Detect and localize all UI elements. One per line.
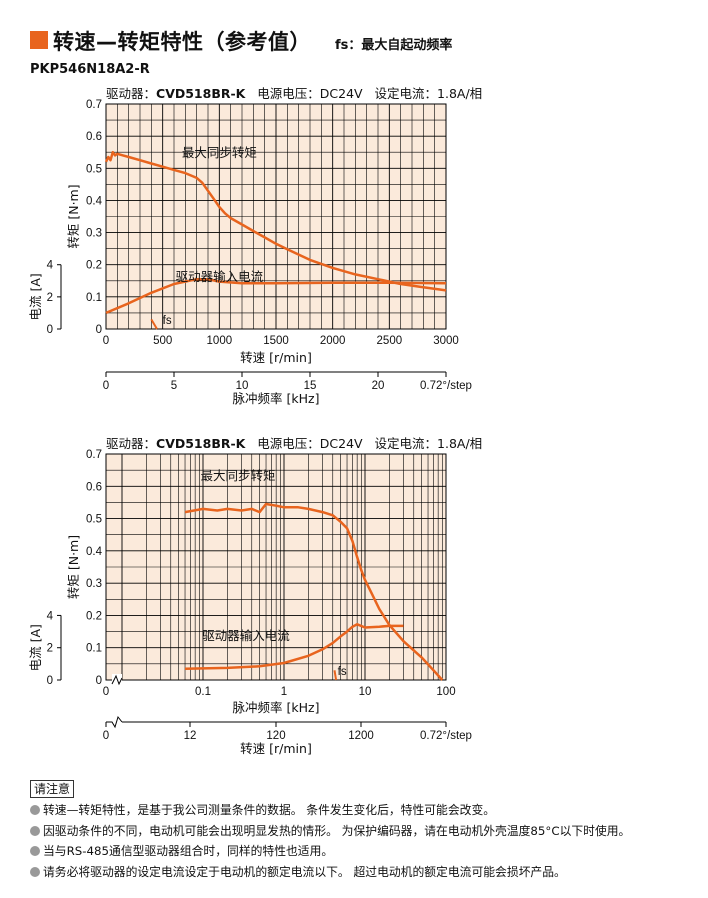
current-tick-label: 2 <box>47 292 53 304</box>
secondary-axis-label: 脉冲频率 [kHz] <box>233 391 320 406</box>
current-label: 设定电流： <box>374 436 438 451</box>
y-tick-label: 0.2 <box>86 260 102 272</box>
x-tick-label: 1000 <box>207 335 233 347</box>
current-tick-label: 2 <box>47 643 53 655</box>
x-tick-label: 3000 <box>433 335 459 347</box>
x-tick-label: 0 <box>103 335 109 347</box>
axis-break-mark <box>111 674 123 686</box>
title-marker <box>30 31 48 49</box>
current-tick-label: 0 <box>47 675 53 687</box>
driver-model: CVD518BR-K <box>156 86 246 101</box>
x-tick-label: 0 <box>103 686 109 698</box>
axis-break-mark <box>106 715 123 729</box>
secondary-axis-label: 转速 [r/min] <box>240 741 312 756</box>
torque-curve-label: 最大同步转矩 <box>182 145 257 160</box>
driver-label: 驱动器： <box>106 86 157 101</box>
secondary-tick-label: 0 <box>103 380 109 392</box>
y-tick-label: 0 <box>96 324 102 336</box>
secondary-tick-label: 10 <box>236 380 249 392</box>
model-number: PKP546N18A2-R <box>30 62 150 77</box>
y-tick-label: 0.7 <box>86 99 102 111</box>
y-tick-label: 0.1 <box>86 292 102 304</box>
current-tick-label: 0 <box>47 324 53 336</box>
notes-title: 请注意 <box>30 780 75 798</box>
note-item: 转速—转矩特性，是基于我公司测量条件的数据。 条件发生变化后，特性可能会改变。 <box>30 800 630 821</box>
x-tick-label: 10 <box>359 686 372 698</box>
current-tick-label: 4 <box>47 610 54 622</box>
set-current: 1.8A/相 <box>437 86 483 101</box>
y-axis-label: 转矩 [N·m] <box>66 535 81 599</box>
conditions-top: 驱动器：CVD518BR-K 电源电压：DC24V 设定电流：1.8A/相 <box>106 83 482 102</box>
y-tick-label: 0.5 <box>86 163 102 175</box>
x-axis-label: 转速 [r/min] <box>240 350 312 365</box>
page-title: 转速—转矩特性（参考值） <box>53 30 311 54</box>
charts-svg: 00.10.20.30.40.50.60.70 500 1000 1500 2000 25… <box>28 99 472 756</box>
y-tick-label: 0.6 <box>86 481 102 493</box>
notes-list: 转速—转矩特性，是基于我公司测量条件的数据。 条件发生变化后，特性可能会改变。 … <box>30 800 630 882</box>
y-tick-label: 0.4 <box>86 195 103 207</box>
supply-voltage: 电源电压：DC24V <box>257 436 363 451</box>
step-label: 0.72°/step <box>420 730 472 742</box>
y-tick-label: 0.7 <box>86 449 102 461</box>
secondary-tick-label: 15 <box>304 380 317 392</box>
note-item: 当与RS-485通信型驱动器组合时，同样的特性也适用。 <box>30 841 630 862</box>
y-tick-label: 0 <box>96 675 102 687</box>
secondary-tick-label: 120 <box>266 730 285 742</box>
set-current: 1.8A/相 <box>437 436 483 451</box>
bullet-icon <box>30 825 40 836</box>
secondary-tick-label: 0 <box>103 730 109 742</box>
fs-mark <box>333 670 338 681</box>
y-tick-label: 0.3 <box>86 578 102 590</box>
conditions-bottom: 驱动器：CVD518BR-K 电源电压：DC24V 设定电流：1.8A/相 <box>106 433 482 452</box>
x-axis-label: 脉冲频率 [kHz] <box>233 700 320 715</box>
driver-label: 驱动器： <box>106 436 157 451</box>
note-item: 请务必将驱动器的设定电流设定于电动机的额定电流以下。 超过电动机的额定电流可能会… <box>30 862 630 883</box>
fs-mark <box>150 318 158 330</box>
y-tick-label: 0.3 <box>86 228 102 240</box>
secondary-tick-label: 1200 <box>348 730 374 742</box>
bullet-icon <box>30 805 40 815</box>
current-curve-label: 驱动器输入电流 <box>176 269 264 284</box>
y-tick-label: 0.6 <box>86 131 102 143</box>
fs-note: fs：最大自起动频率 <box>335 38 453 53</box>
supply-voltage: 电源电压：DC24V <box>257 86 363 101</box>
note-item: 因驱动条件的不同，电动机可能会出现明显发热的情形。 为保护编码器，请在电动机外壳… <box>30 821 630 842</box>
driver-model: CVD518BR-K <box>156 436 246 451</box>
x-tick-label: 2000 <box>320 335 346 347</box>
current-curve <box>105 277 447 315</box>
y-tick-label: 0.5 <box>86 514 102 526</box>
current-curve <box>184 623 404 670</box>
fs-label: fs <box>163 315 172 327</box>
torque-curve <box>184 502 444 681</box>
y-tick-label: 0.2 <box>86 610 102 622</box>
secondary-tick-label: 12 <box>184 730 197 742</box>
y-tick-label: 0.4 <box>86 546 103 558</box>
current-curve-label: 驱动器输入电流 <box>202 628 290 643</box>
current-axis-label: 电流 [A] <box>28 624 43 671</box>
bullet-icon <box>30 866 40 877</box>
x-tick-label: 2500 <box>377 335 403 347</box>
bullet-icon <box>30 846 40 856</box>
secondary-tick-label: 5 <box>171 380 177 392</box>
fs-label: fs <box>338 666 347 678</box>
step-label: 0.72°/step <box>420 380 472 392</box>
y-axis-label: 转矩 [N·m] <box>66 184 81 248</box>
secondary-tick-label: 20 <box>372 380 385 392</box>
x-tick-label: 1 <box>281 686 287 698</box>
current-label: 设定电流： <box>374 86 438 101</box>
y-tick-label: 0.1 <box>86 643 102 655</box>
torque-curve-label: 最大同步转矩 <box>200 468 275 483</box>
current-tick-label: 4 <box>47 260 54 272</box>
x-tick-label: 100 <box>436 686 455 698</box>
current-axis-label: 电流 [A] <box>28 273 43 320</box>
x-tick-label: 0.1 <box>195 686 211 698</box>
x-tick-label: 1500 <box>263 335 289 347</box>
torque-curve <box>104 150 447 292</box>
x-tick-label: 500 <box>153 335 172 347</box>
